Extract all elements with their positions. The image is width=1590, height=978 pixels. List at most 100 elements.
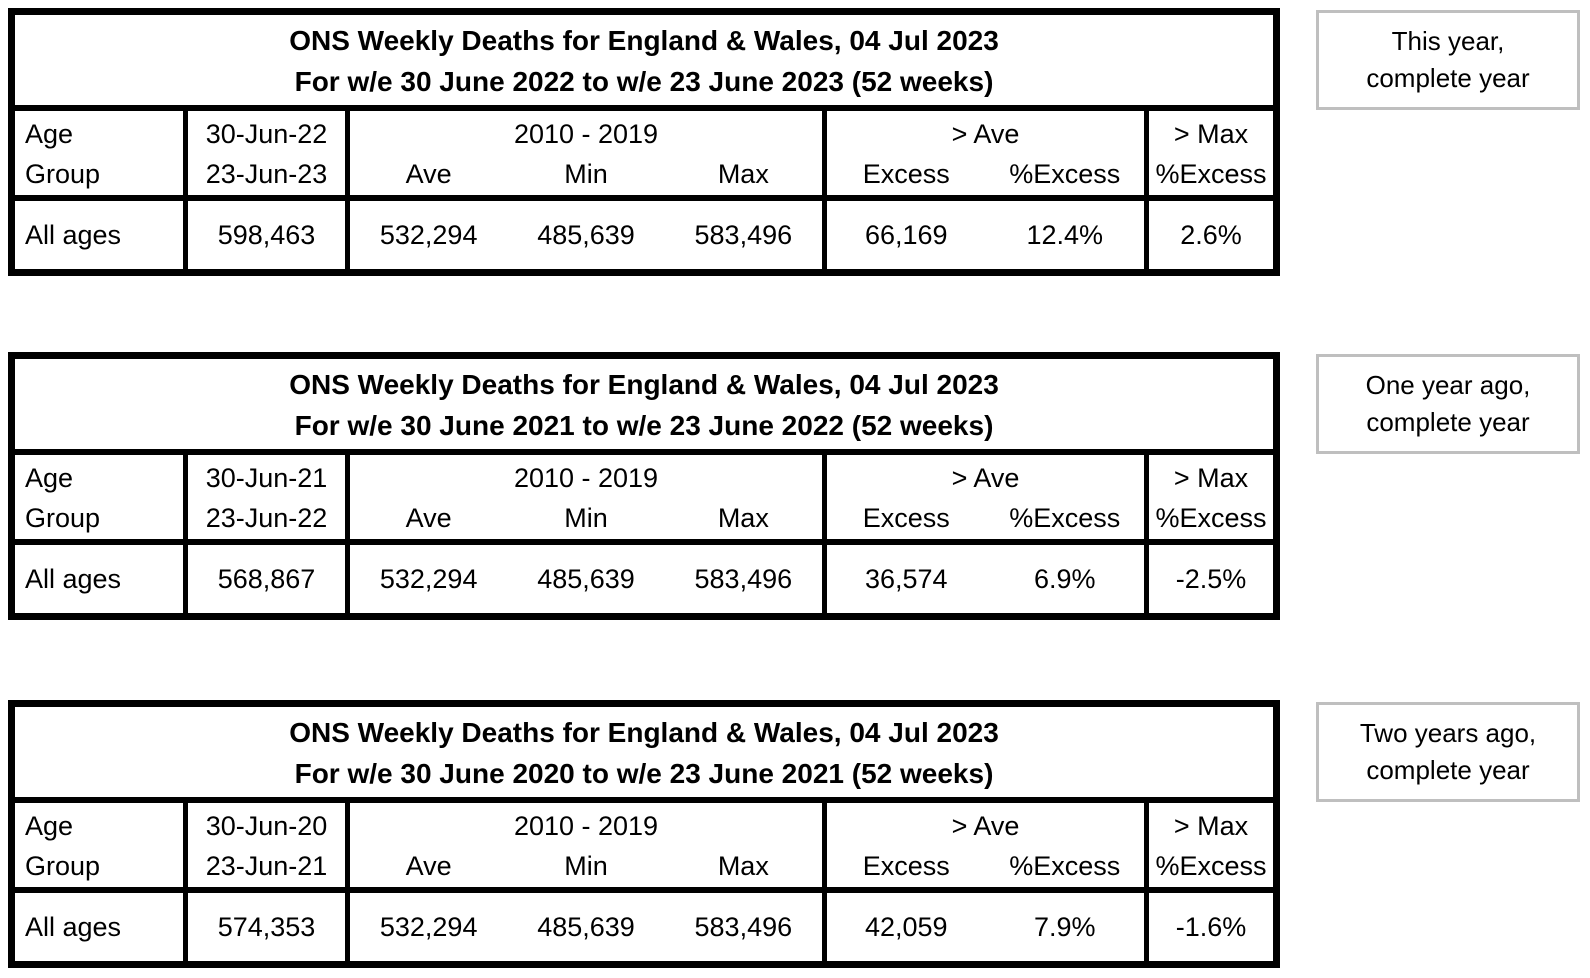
data-max-value: 583,496 <box>694 564 793 594</box>
data-max-pct-excess-value: -1.6% <box>1175 912 1247 942</box>
header-age-line2: Group <box>25 503 101 533</box>
data-above-ave-cell: 36,574 6.9% <box>822 545 1144 613</box>
header-baseline-subheaders: Ave Min Max <box>350 846 822 886</box>
side-note-line2: complete year <box>1366 407 1530 437</box>
side-note-line2: complete year <box>1366 755 1530 785</box>
header-period-start: 30-Jun-20 <box>205 811 328 841</box>
data-deaths-cell: 568,867 <box>183 545 345 613</box>
table-title-block: ONS Weekly Deaths for England & Wales, 0… <box>15 359 1273 455</box>
header-baseline-group-cell: 2010 - 2019 Ave Min Max <box>345 111 822 195</box>
data-above-ave-cell: 66,169 12.4% <box>822 201 1144 269</box>
side-note-line1: Two years ago, <box>1359 718 1537 748</box>
header-period-start: 30-Jun-21 <box>205 463 328 493</box>
header-period-cell: 30-Jun-20 23-Jun-21 <box>183 803 345 887</box>
header-above-max-group-label: > Max <box>1173 119 1249 149</box>
header-age-line1: Age <box>25 811 74 841</box>
data-min-value: 485,639 <box>537 912 635 942</box>
header-above-max-subheaders: %Excess <box>1149 846 1273 886</box>
header-above-ave-group-cell: > Ave Excess %Excess <box>822 455 1144 539</box>
table-header-row: Age Group 30-Jun-21 23-Jun-22 2010 - 201… <box>15 455 1273 545</box>
header-min-label: Min <box>564 159 608 189</box>
data-max-value: 583,496 <box>694 912 793 942</box>
data-deaths-cell: 574,353 <box>183 893 345 961</box>
table-subtitle: For w/e 30 June 2022 to w/e 23 June 2023… <box>294 66 994 97</box>
header-age-line1: Age <box>25 119 74 149</box>
data-baseline-cell: 532,294 485,639 583,496 <box>345 893 822 961</box>
header-period-cell: 30-Jun-22 23-Jun-23 <box>183 111 345 195</box>
header-baseline-group-cell: 2010 - 2019 Ave Min Max <box>345 803 822 887</box>
header-period-end: 23-Jun-22 <box>205 503 328 533</box>
data-age-group-cell: All ages <box>25 911 122 942</box>
data-baseline-cell: 532,294 485,639 583,496 <box>345 201 822 269</box>
header-ave-label: Ave <box>405 159 452 189</box>
data-pct-excess-value: 6.9% <box>1033 564 1096 594</box>
header-age-group-cell: Age Group <box>15 455 183 539</box>
header-above-ave-group-cell: > Ave Excess %Excess <box>822 803 1144 887</box>
data-above-max-cell: 2.6% <box>1144 201 1273 269</box>
header-period-start: 30-Jun-22 <box>205 119 328 149</box>
data-excess-value: 66,169 <box>864 220 948 250</box>
data-min-value: 485,639 <box>537 220 635 250</box>
data-excess-value: 42,059 <box>864 912 948 942</box>
data-baseline-cell: 532,294 485,639 583,496 <box>345 545 822 613</box>
data-age-group-cell: All ages <box>25 563 122 594</box>
data-max-value: 583,496 <box>694 220 793 250</box>
header-above-ave-group-cell: > Ave Excess %Excess <box>822 111 1144 195</box>
header-period-end: 23-Jun-23 <box>205 159 328 189</box>
side-note-this-year: This year, complete year <box>1316 10 1580 110</box>
header-age-group-cell: Age Group <box>15 803 183 887</box>
header-age-group-cell: Age Group <box>15 111 183 195</box>
data-max-pct-excess-value: -2.5% <box>1175 564 1247 594</box>
table-header-row: Age Group 30-Jun-20 23-Jun-21 2010 - 201… <box>15 803 1273 893</box>
header-baseline-subheaders: Ave Min Max <box>350 498 822 538</box>
data-excess-value: 36,574 <box>864 564 948 594</box>
weekly-deaths-table-one-year-ago: ONS Weekly Deaths for England & Wales, 0… <box>8 352 1280 620</box>
header-above-max-group-cell: > Max %Excess <box>1144 803 1273 887</box>
table-subtitle: For w/e 30 June 2020 to w/e 23 June 2021… <box>294 758 994 789</box>
side-note-line1: This year, <box>1391 26 1505 56</box>
data-above-max-cell: -2.5% <box>1144 545 1273 613</box>
table-data-row: All ages 574,353 532,294 485,639 583,496… <box>15 893 1273 961</box>
header-period-end: 23-Jun-21 <box>205 851 328 881</box>
data-min-value: 485,639 <box>537 564 635 594</box>
data-above-max-cell: -1.6% <box>1144 893 1273 961</box>
header-above-max-group-cell: > Max %Excess <box>1144 455 1273 539</box>
header-max-label: Max <box>717 159 769 189</box>
header-above-max-group-label: > Max <box>1173 463 1249 493</box>
side-note-line2: complete year <box>1366 63 1530 93</box>
data-max-pct-excess-value: 2.6% <box>1180 220 1242 250</box>
table-title-block: ONS Weekly Deaths for England & Wales, 0… <box>15 707 1273 803</box>
header-max-pct-excess-label: %Excess <box>1155 159 1267 189</box>
header-period-cell: 30-Jun-21 23-Jun-22 <box>183 455 345 539</box>
side-note-one-year-ago: One year ago, complete year <box>1316 354 1580 454</box>
table-title: ONS Weekly Deaths for England & Wales, 0… <box>289 717 999 748</box>
header-above-max-group-label: > Max <box>1173 811 1249 841</box>
header-max-pct-excess-label: %Excess <box>1155 851 1267 881</box>
table-title: ONS Weekly Deaths for England & Wales, 0… <box>289 369 999 400</box>
data-ave-value: 532,294 <box>379 220 478 250</box>
header-above-ave-group-label: > Ave <box>951 463 1020 493</box>
header-above-ave-group-label: > Ave <box>951 811 1020 841</box>
data-above-ave-cell: 42,059 7.9% <box>822 893 1144 961</box>
data-ave-value: 532,294 <box>379 564 478 594</box>
header-baseline-group-label: 2010 - 2019 <box>513 463 659 493</box>
header-age-line1: Age <box>25 463 74 493</box>
data-age-group-cell: All ages <box>25 219 122 250</box>
header-above-max-subheaders: %Excess <box>1149 154 1273 194</box>
table-title: ONS Weekly Deaths for England & Wales, 0… <box>289 25 999 56</box>
header-min-label: Min <box>564 851 608 881</box>
header-min-label: Min <box>564 503 608 533</box>
table-header-row: Age Group 30-Jun-22 23-Jun-23 2010 - 201… <box>15 111 1273 201</box>
header-ave-label: Ave <box>405 851 452 881</box>
header-above-max-subheaders: %Excess <box>1149 498 1273 538</box>
header-excess-label: Excess <box>862 159 950 189</box>
side-note-line1: One year ago, <box>1365 370 1531 400</box>
header-baseline-group-label: 2010 - 2019 <box>513 119 659 149</box>
table-data-row: All ages 568,867 532,294 485,639 583,496… <box>15 545 1273 613</box>
header-baseline-subheaders: Ave Min Max <box>350 154 822 194</box>
header-above-ave-subheaders: Excess %Excess <box>827 498 1144 538</box>
data-ave-value: 532,294 <box>379 912 478 942</box>
table-title-block: ONS Weekly Deaths for England & Wales, 0… <box>15 15 1273 111</box>
header-baseline-group-cell: 2010 - 2019 Ave Min Max <box>345 455 822 539</box>
